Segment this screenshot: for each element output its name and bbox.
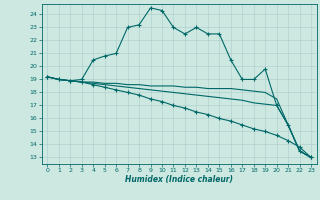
- X-axis label: Humidex (Indice chaleur): Humidex (Indice chaleur): [125, 175, 233, 184]
